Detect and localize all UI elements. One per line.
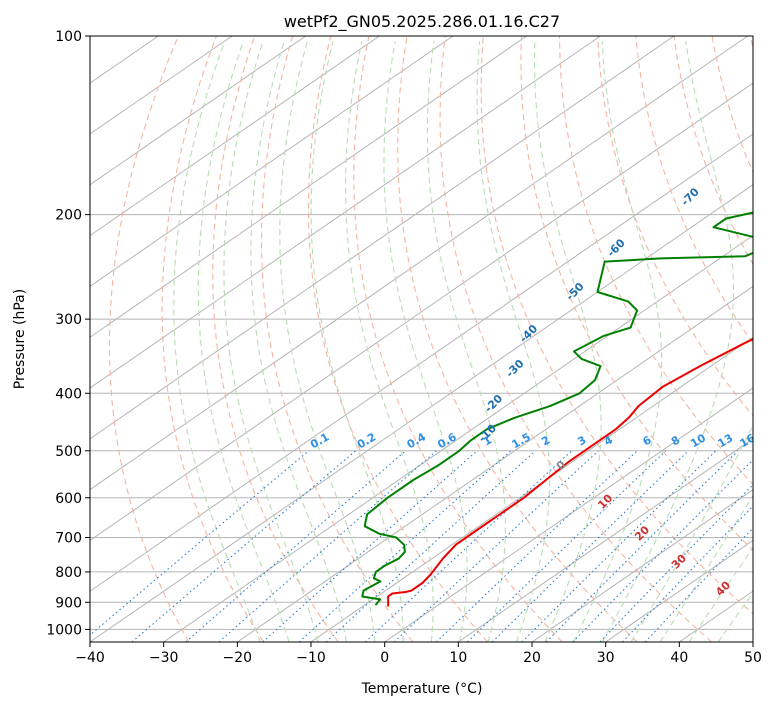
- isotherm-line: [90, 133, 753, 592]
- mixing-ratio-line: [185, 450, 406, 642]
- moist-adiabat-line: [197, 40, 290, 642]
- mixing-ratio-line: [491, 450, 689, 642]
- x-tick-label: −20: [223, 650, 253, 666]
- dry-adiabat-line: [397, 36, 638, 642]
- isotherm-line: [237, 285, 753, 642]
- dry-adiabat-line: [559, 36, 753, 486]
- isotherm-line: [605, 539, 753, 642]
- y-tick-label: 400: [55, 386, 82, 402]
- isotherm-line: [531, 488, 753, 642]
- isotherm-line: [90, 36, 454, 287]
- isotherm-line: [163, 234, 753, 642]
- moist-adiabat-line: [173, 40, 261, 642]
- moist-adiabat-line: [223, 40, 319, 642]
- y-tick-label: 200: [55, 208, 82, 224]
- dry-adiabat-line: [212, 36, 339, 642]
- dry-adiabat-line: [307, 36, 489, 642]
- mixing-ratio-line: [364, 450, 573, 642]
- y-tick-label: 700: [55, 531, 82, 547]
- moist-adiabat-line: [310, 40, 404, 642]
- y-tick-label: 500: [55, 444, 82, 460]
- y-tick-label: 100: [55, 29, 82, 45]
- y-tick-label: 800: [55, 565, 82, 581]
- x-tick-label: 30: [597, 650, 615, 666]
- mixing-ratio-line: [545, 450, 739, 642]
- x-tick-label: 40: [670, 650, 688, 666]
- x-tick-label: 50: [744, 650, 762, 666]
- isotherm-line: [90, 36, 380, 237]
- moist-adiabat-line: [345, 40, 434, 642]
- isotherm-line: [90, 36, 306, 186]
- moist-adiabat-line: [426, 41, 506, 642]
- dry-adiabat-line: [353, 36, 563, 642]
- y-tick-label: 300: [55, 312, 82, 328]
- y-tick-label: 600: [55, 491, 82, 507]
- x-tick-label: 20: [523, 650, 541, 666]
- dry-adiabat-line: [635, 36, 753, 345]
- isotherm-line: [90, 36, 601, 389]
- moist-adiabat-line: [250, 40, 347, 642]
- adiabat-lines: [108, 36, 753, 642]
- moist-adiabat-line: [717, 591, 753, 642]
- dry-adiabat-line: [161, 36, 264, 642]
- mixing-ratio-line: [218, 450, 437, 642]
- x-tick-label: 10: [449, 650, 467, 666]
- x-tick-label: −10: [296, 650, 326, 666]
- dry-adiabat-line: [439, 36, 713, 642]
- dry-adiabat-line: [108, 36, 190, 642]
- plot-frame: [89, 35, 754, 643]
- dewpoint-profile: [361, 211, 753, 606]
- isotherm-line: [384, 387, 753, 642]
- isotherm-line: [90, 184, 753, 642]
- axis-ticks: −40 −30 −20 −10 0 10 20 30 40 50 100 200 300 400 500 60…: [46, 29, 762, 666]
- x-tick-label: −30: [149, 650, 179, 666]
- mixing-ratio-line: [436, 450, 638, 642]
- y-axis-title: Pressure (hPa): [12, 289, 28, 389]
- x-tick-label: 0: [380, 650, 389, 666]
- isotherm-line: [90, 36, 748, 491]
- isotherm-line: [90, 36, 527, 338]
- x-axis-title: Temperature (°C): [361, 681, 483, 697]
- isotherm-line: [90, 82, 753, 541]
- chart-title: wetPf2_GN05.2025.286.01.16.C27: [284, 12, 560, 32]
- mixing-ratio-lines: [90, 450, 753, 642]
- isotherm-line: [90, 36, 675, 440]
- x-tick-label: −40: [75, 650, 105, 666]
- mixing-ratio-line: [393, 450, 599, 642]
- moist-adiabat-line: [533, 41, 602, 642]
- moist-adiabat-line: [688, 546, 753, 642]
- mixing-ratio-label: 16: [738, 431, 758, 450]
- isotherm-line: [458, 438, 753, 642]
- mixing-ratio-line: [262, 450, 478, 642]
- moist-adiabat-line: [601, 41, 735, 642]
- dry-adiabat-line: [260, 36, 414, 642]
- moist-adiabat-line: [383, 41, 468, 642]
- temperature-profile: [387, 337, 753, 607]
- mixing-ratio-line: [467, 450, 667, 642]
- moist-adiabat-line: [476, 41, 551, 642]
- dry-adiabat-line: [673, 36, 753, 265]
- dry-adiabat-line: [711, 36, 753, 174]
- y-tick-label: 900: [55, 595, 82, 611]
- y-tick-label: 1000: [46, 622, 82, 638]
- mixing-ratio-line: [521, 450, 717, 642]
- mixing-ratio-line: [644, 527, 753, 642]
- profile-series: [361, 211, 753, 607]
- moist-adiabat-line: [279, 40, 376, 642]
